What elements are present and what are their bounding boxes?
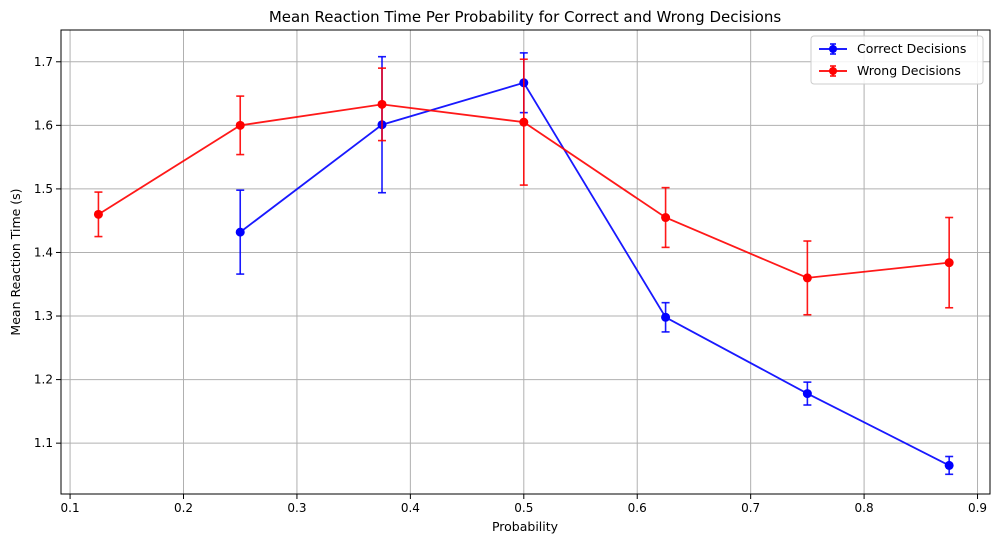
x-axis-label: Probability (492, 519, 559, 534)
data-point (235, 120, 245, 130)
series-wrong-decisions (93, 58, 954, 316)
y-tick-label: 1.1 (34, 436, 53, 450)
x-axis: 0.1 0.2 0.3 0.4 0.5 0.6 0.7 0.8 0.9 (61, 494, 987, 515)
data-point (944, 460, 954, 470)
data-point (661, 312, 671, 322)
legend: Correct Decisions Wrong Decisions (810, 35, 984, 85)
x-tick-label: 0.8 (855, 501, 874, 515)
legend-label: Correct Decisions (857, 41, 966, 56)
x-tick-label: 0.3 (287, 501, 306, 515)
x-tick-label: 0.2 (174, 501, 193, 515)
legend-item: Wrong Decisions (819, 63, 961, 78)
data-point (519, 117, 529, 127)
legend-item: Correct Decisions (819, 41, 966, 56)
data-point (235, 227, 245, 237)
data-point (377, 99, 387, 109)
data-point (802, 389, 812, 399)
data-point (93, 209, 103, 219)
y-axis: 1.1 1.2 1.3 1.4 1.5 1.6 1.7 (34, 55, 61, 450)
plot-frame (60, 29, 991, 495)
data-point (944, 258, 954, 268)
x-tick-label: 0.9 (968, 501, 987, 515)
data-point (661, 213, 671, 223)
grid (61, 30, 990, 494)
series-line (239, 81, 950, 467)
y-tick-label: 1.5 (34, 182, 53, 196)
y-tick-label: 1.6 (34, 118, 53, 132)
x-tick-label: 0.7 (741, 501, 760, 515)
x-tick-label: 0.5 (514, 501, 533, 515)
y-tick-label: 1.7 (34, 55, 53, 69)
series-correct-decisions (235, 52, 954, 476)
x-tick-label: 0.4 (401, 501, 420, 515)
chart-title: Mean Reaction Time Per Probability for C… (269, 8, 781, 26)
legend-label: Wrong Decisions (857, 63, 961, 78)
y-tick-label: 1.4 (34, 245, 53, 259)
legend-box (810, 35, 984, 85)
y-axis-label: Mean Reaction Time (s) (8, 188, 23, 335)
y-tick-label: 1.3 (34, 309, 53, 323)
data-point (802, 273, 812, 283)
y-tick-label: 1.2 (34, 373, 53, 387)
x-tick-label: 0.6 (628, 501, 647, 515)
series-layer (93, 52, 954, 476)
x-tick-label: 0.1 (61, 501, 80, 515)
